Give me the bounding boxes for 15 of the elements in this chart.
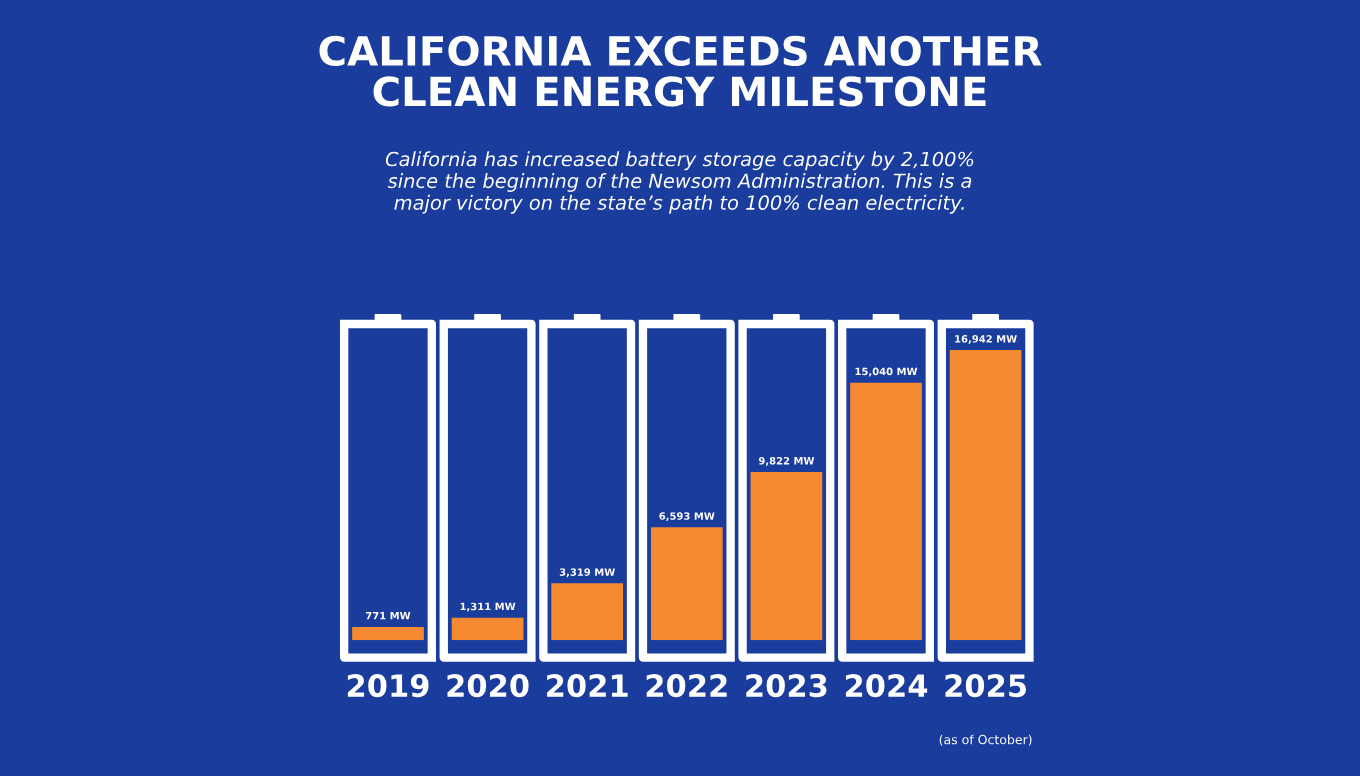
x-tick-label: 2020 <box>447 674 529 698</box>
bar <box>650 527 723 641</box>
bar <box>352 627 424 641</box>
chart-subtitle: California has increased battery storage capacity by 2,100% since the beginning of the Newsom Administration. This is a major victory on the state’s path to 100% clean electricity. <box>385 151 974 214</box>
x-tick-label: 2024 <box>845 674 928 698</box>
bar <box>551 583 624 641</box>
x-tick-label: 2019 <box>347 674 429 698</box>
chart-title: CALIFORNIA EXCEEDS ANOTHER CLEAN ENERGY MILESTONE <box>319 35 1042 107</box>
x-tick-label: 2023 <box>746 674 827 698</box>
x-tick-label: 2025 <box>945 674 1026 698</box>
x-tick-label: 2022 <box>646 674 727 698</box>
x-tick-label: 2021 <box>547 674 628 698</box>
bar <box>451 617 524 641</box>
bar <box>850 382 922 641</box>
bar <box>750 472 823 641</box>
